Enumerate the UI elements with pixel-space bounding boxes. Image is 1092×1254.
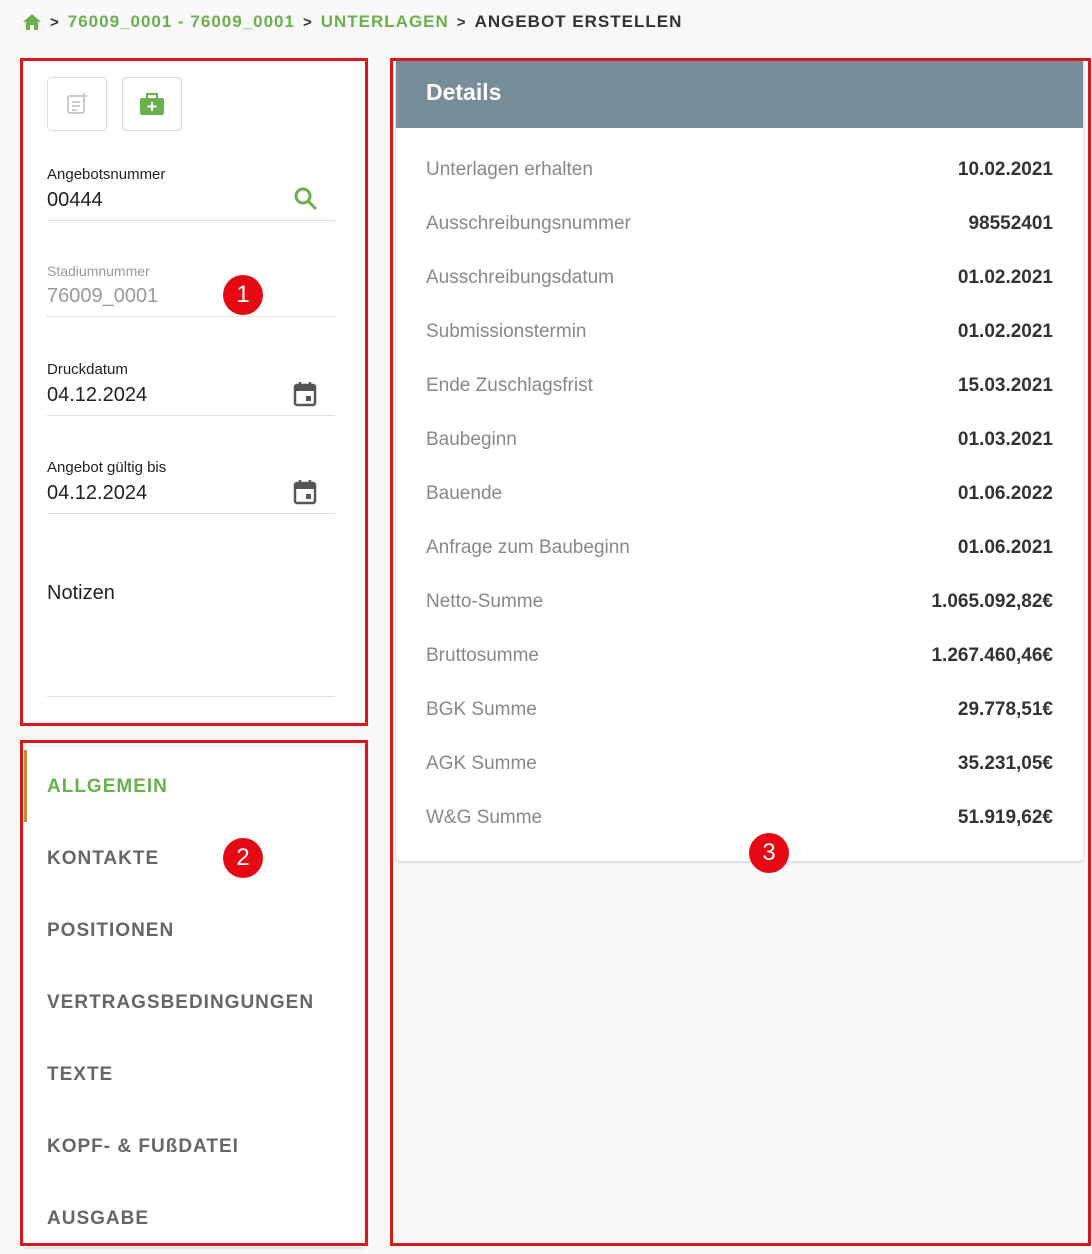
angebotsnummer-field[interactable]: Angebotsnummer 00444 — [47, 166, 335, 221]
gueltig-bis-field[interactable]: Angebot gültig bis 04.12.2024 — [47, 459, 335, 514]
calendar-icon[interactable] — [293, 381, 317, 407]
breadcrumb: > 76009_0001 - 76009_0001 > UNTERLAGEN >… — [22, 12, 682, 32]
home-icon[interactable] — [22, 13, 42, 31]
detail-label: Anfrage zum Baubeginn — [426, 537, 630, 558]
druckdatum-label: Druckdatum — [47, 361, 128, 378]
nav-vertragsbedingungen[interactable]: VERTRAGSBEDINGUNGEN — [47, 992, 315, 1013]
new-document-button[interactable] — [47, 77, 107, 131]
detail-value: 15.03.2021 — [957, 375, 1053, 396]
detail-row: Ausschreibungsdatum 01.02.2021 — [396, 251, 1083, 305]
detail-label: BGK Summe — [426, 699, 537, 720]
detail-label: AGK Summe — [426, 753, 537, 774]
detail-label: Netto-Summe — [426, 591, 544, 612]
annotation-box-1 — [20, 58, 368, 726]
detail-row: Baubeginn 01.03.2021 — [396, 413, 1083, 467]
angebotsnummer-value[interactable]: 00444 — [47, 189, 103, 211]
gueltig-bis-value[interactable]: 04.12.2024 — [47, 482, 148, 504]
active-indicator — [24, 750, 27, 822]
breadcrumb-stadium[interactable]: 76009_0001 - 76009_0001 — [67, 12, 295, 31]
detail-label: W&G Summe — [426, 807, 543, 828]
detail-label: Ausschreibungsdatum — [426, 267, 614, 288]
stadiumnummer-field: Stadiumnummer 76009_0001 — [47, 263, 335, 317]
annotation-badge-3: 3 — [749, 833, 789, 873]
breadcrumb-current: ANGEBOT ERSTELLEN — [474, 12, 683, 31]
detail-label: Baubeginn — [426, 429, 517, 450]
detail-row: Bauende 01.06.2022 — [396, 467, 1083, 521]
details-card: Details Unterlagen erhalten 10.02.2021 Aus… — [396, 61, 1083, 861]
druckdatum-value[interactable]: 04.12.2024 — [47, 384, 148, 406]
chevron-right-icon: > — [302, 13, 313, 31]
detail-row: AGK Summe 35.231,05€ — [396, 737, 1083, 791]
calendar-icon[interactable] — [293, 479, 317, 505]
new-case-button[interactable] — [122, 77, 182, 131]
chevron-right-icon: > — [456, 13, 467, 31]
detail-row: BGK Summe 29.778,51€ — [396, 683, 1083, 737]
detail-value: 01.02.2021 — [957, 321, 1053, 342]
detail-value: 35.231,05€ — [957, 753, 1053, 774]
detail-value: 1.267.460,46€ — [931, 645, 1053, 666]
detail-row: Ausschreibungsnummer 98552401 — [396, 197, 1083, 251]
stadiumnummer-value: 76009_0001 — [47, 285, 159, 307]
detail-value: 29.778,51€ — [957, 699, 1053, 720]
notizen-field[interactable]: Notizen — [47, 582, 335, 697]
detail-row: Anfrage zum Baubeginn 01.06.2021 — [396, 521, 1083, 575]
detail-value: 01.02.2021 — [957, 267, 1053, 288]
details-list: Unterlagen erhalten 10.02.2021 Ausschreibu… — [396, 128, 1083, 845]
search-icon[interactable] — [293, 186, 319, 212]
detail-value: 98552401 — [968, 213, 1053, 234]
detail-row: Netto-Summe 1.065.092,82€ — [396, 575, 1083, 629]
detail-label: Bauende — [426, 483, 503, 504]
annotation-badge-1: 1 — [223, 275, 263, 315]
document-add-icon — [67, 93, 87, 114]
annotation-box-3 — [390, 58, 1091, 1246]
detail-label: Bruttosumme — [426, 645, 539, 666]
nav-ausgabe[interactable]: AUSGABE — [47, 1208, 150, 1229]
nav-texte[interactable]: TEXTE — [47, 1064, 114, 1085]
briefcase-add-icon — [140, 93, 164, 115]
nav-allgemein[interactable]: ALLGEMEIN — [47, 776, 168, 797]
detail-value: 01.06.2022 — [957, 483, 1053, 504]
detail-row: W&G Summe 51.919,62€ — [396, 791, 1083, 845]
druckdatum-field[interactable]: Druckdatum 04.12.2024 — [47, 361, 335, 416]
detail-value: 01.06.2021 — [957, 537, 1053, 558]
detail-value: 51.919,62€ — [957, 807, 1053, 828]
annotation-box-2 — [20, 740, 368, 1246]
nav-kopf-fussdatei[interactable]: KOPF- & FUßDATEI — [47, 1136, 239, 1157]
detail-row: Bruttosumme 1.267.460,46€ — [396, 629, 1083, 683]
stadiumnummer-label: Stadiumnummer — [47, 263, 150, 279]
detail-value: 1.065.092,82€ — [931, 591, 1053, 612]
nav-kontakte[interactable]: KONTAKTE — [47, 848, 160, 869]
detail-row: Unterlagen erhalten 10.02.2021 — [396, 143, 1083, 197]
notizen-label: Notizen — [47, 582, 115, 604]
detail-row: Submissionstermin 01.02.2021 — [396, 305, 1083, 359]
gueltig-bis-label: Angebot gültig bis — [47, 459, 167, 476]
angebotsnummer-label: Angebotsnummer — [47, 166, 166, 183]
section-nav — [24, 747, 364, 1247]
chevron-right-icon: > — [50, 13, 60, 31]
detail-label: Unterlagen erhalten — [426, 159, 593, 180]
detail-value: 01.03.2021 — [957, 429, 1053, 450]
detail-label: Ausschreibungsnummer — [426, 213, 631, 234]
form-panel — [24, 62, 364, 722]
detail-row: Ende Zuschlagsfrist 15.03.2021 — [396, 359, 1083, 413]
breadcrumb-unterlagen[interactable]: UNTERLAGEN — [320, 12, 449, 31]
detail-label: Ende Zuschlagsfrist — [426, 375, 593, 396]
detail-label: Submissionstermin — [426, 321, 587, 342]
details-title: Details — [396, 61, 1083, 128]
detail-value: 10.02.2021 — [957, 159, 1053, 180]
nav-positionen[interactable]: POSITIONEN — [47, 920, 175, 941]
annotation-badge-2: 2 — [223, 838, 263, 878]
